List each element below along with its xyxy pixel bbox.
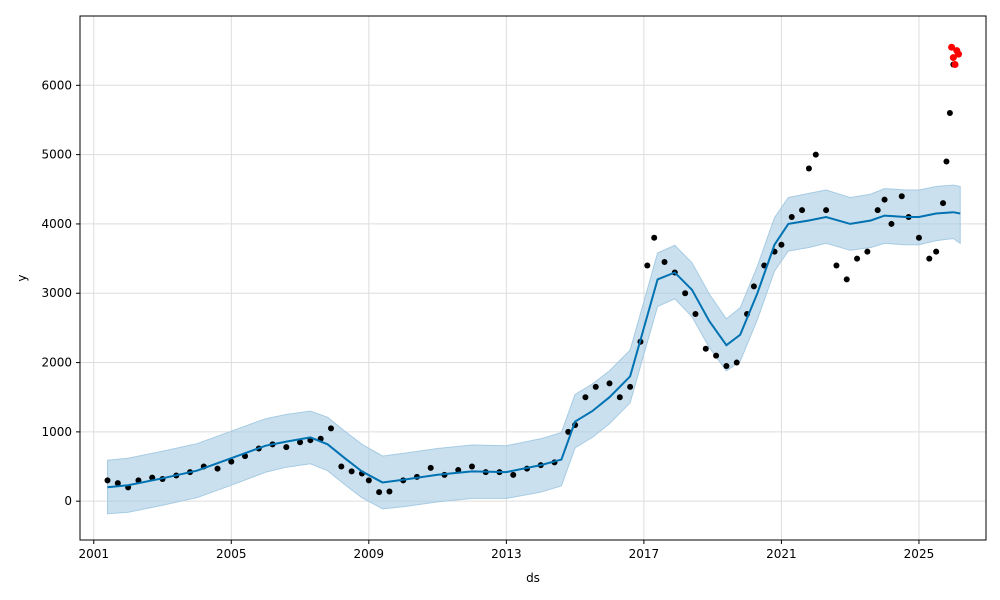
y-axis-ticks: 0 1000 2000 3000 4000 5000 6000 bbox=[41, 78, 80, 508]
observed-point bbox=[799, 207, 806, 214]
observed-point bbox=[854, 255, 861, 262]
observed-point bbox=[468, 463, 475, 470]
observed-point bbox=[933, 248, 940, 255]
observed-point bbox=[651, 234, 658, 241]
x-axis-label: ds bbox=[526, 571, 540, 585]
observed-point bbox=[788, 214, 795, 221]
y-tick-label: 6000 bbox=[41, 78, 72, 92]
observed-point bbox=[427, 464, 434, 471]
observed-point bbox=[228, 458, 235, 465]
observed-point bbox=[723, 363, 730, 370]
observed-point bbox=[898, 193, 905, 200]
observed-point bbox=[702, 345, 709, 352]
observed-point bbox=[386, 488, 393, 495]
observed-point bbox=[778, 241, 785, 248]
grid-lines bbox=[80, 16, 986, 540]
y-tick-label: 5000 bbox=[41, 148, 72, 162]
observed-point bbox=[606, 380, 613, 387]
observed-point bbox=[582, 394, 589, 401]
observed-point bbox=[627, 383, 634, 390]
observed-points bbox=[104, 61, 957, 496]
y-tick-label: 0 bbox=[64, 494, 72, 508]
observed-point bbox=[946, 110, 953, 117]
observed-point bbox=[940, 200, 947, 207]
observed-point bbox=[348, 468, 355, 475]
observed-point bbox=[616, 394, 623, 401]
x-tick-label: 2009 bbox=[354, 547, 385, 561]
observed-point bbox=[874, 207, 881, 214]
observed-point bbox=[823, 207, 830, 214]
observed-point bbox=[297, 439, 304, 446]
recent-points bbox=[948, 43, 962, 69]
forecast-line bbox=[107, 211, 961, 489]
observed-point bbox=[104, 477, 111, 484]
y-axis-label: y bbox=[15, 274, 29, 281]
observed-point bbox=[805, 165, 812, 172]
x-tick-label: 2013 bbox=[491, 547, 522, 561]
observed-point bbox=[114, 480, 121, 487]
observed-point bbox=[365, 477, 372, 484]
observed-point bbox=[881, 196, 888, 203]
uncertainty-band bbox=[107, 184, 961, 515]
observed-point bbox=[214, 465, 221, 472]
observed-point bbox=[510, 471, 517, 478]
observed-point bbox=[692, 311, 699, 318]
observed-point bbox=[283, 444, 290, 451]
observed-point bbox=[565, 428, 572, 435]
x-axis-ticks: 2001 2005 2009 2013 2017 2021 2025 bbox=[78, 540, 934, 561]
observed-point bbox=[833, 262, 840, 269]
recent-point bbox=[954, 50, 962, 58]
observed-point bbox=[843, 276, 850, 283]
uncertainty-area bbox=[107, 184, 961, 515]
plot-frame bbox=[79, 15, 987, 541]
observed-point bbox=[713, 352, 720, 359]
y-tick-label: 2000 bbox=[41, 356, 72, 370]
observed-point bbox=[682, 290, 689, 297]
observed-point bbox=[864, 248, 871, 255]
observed-point bbox=[327, 425, 334, 432]
observed-point bbox=[733, 359, 740, 366]
x-tick-label: 2021 bbox=[766, 547, 797, 561]
observed-point bbox=[943, 158, 950, 165]
observed-point bbox=[592, 383, 599, 390]
x-tick-label: 2001 bbox=[78, 547, 109, 561]
x-tick-label: 2005 bbox=[216, 547, 247, 561]
y-tick-label: 1000 bbox=[41, 425, 72, 439]
x-tick-label: 2017 bbox=[629, 547, 660, 561]
x-tick-label: 2025 bbox=[904, 547, 935, 561]
observed-point bbox=[376, 489, 383, 496]
recent-point bbox=[951, 61, 959, 69]
observed-point bbox=[338, 463, 345, 470]
y-tick-label: 4000 bbox=[41, 217, 72, 231]
y-tick-label: 3000 bbox=[41, 286, 72, 300]
observed-point bbox=[644, 262, 651, 269]
recent-point bbox=[949, 54, 957, 62]
forecast-path bbox=[107, 211, 961, 489]
observed-point bbox=[926, 255, 933, 262]
observed-point bbox=[888, 220, 895, 227]
observed-point bbox=[915, 234, 922, 241]
observed-point bbox=[661, 259, 668, 266]
recent-point bbox=[948, 43, 956, 51]
observed-point bbox=[455, 466, 462, 473]
observed-point bbox=[812, 151, 819, 158]
observed-point bbox=[750, 283, 757, 290]
